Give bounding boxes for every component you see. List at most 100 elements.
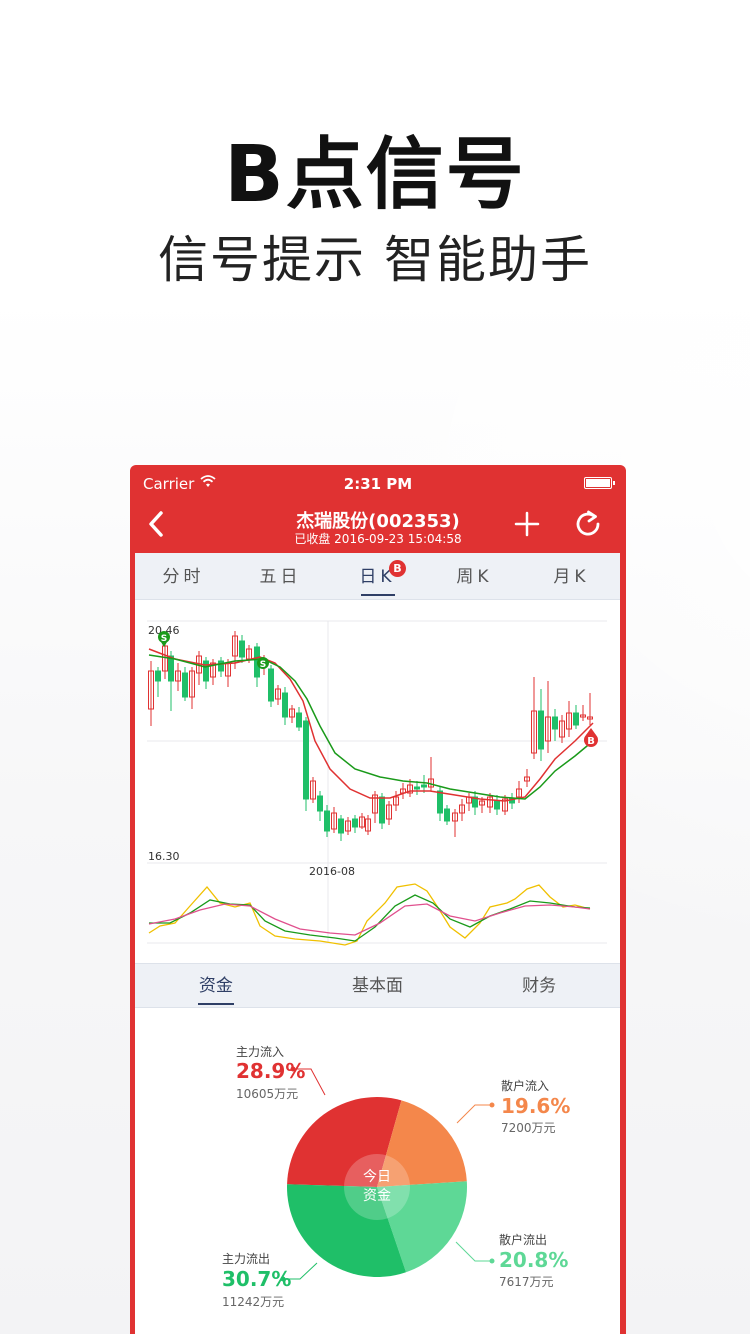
candle-body <box>352 818 358 828</box>
candle-body <box>155 670 161 682</box>
candle-body <box>545 716 551 742</box>
candle-body <box>552 716 558 730</box>
candle-body <box>338 818 344 834</box>
pie-center-line2: 资金 <box>363 1188 391 1204</box>
pie-slices <box>287 1097 467 1277</box>
buy-signal[interactable]: B <box>584 728 598 747</box>
candle-body <box>324 810 330 832</box>
hero-subtitle: 信号提示 智能助手 <box>158 231 592 289</box>
carrier-label: Carrier <box>143 475 195 493</box>
candle-body <box>210 662 216 678</box>
hero-title: B点信号 <box>224 130 526 220</box>
pie-slice-main-inflow <box>287 1097 402 1187</box>
tab-funds[interactable]: 资金 <box>135 964 297 1007</box>
tab-label: 日K <box>359 567 396 587</box>
candle-body <box>268 668 274 702</box>
candle-body <box>559 720 565 738</box>
candle-body <box>393 796 399 806</box>
candle-body <box>303 720 309 800</box>
candle-body <box>296 712 302 728</box>
candle-body <box>148 670 154 710</box>
main-inflow-amount: 10605万元 <box>236 1087 299 1101</box>
back-icon[interactable] <box>144 509 168 539</box>
sell-signal-1[interactable]: S <box>158 631 170 647</box>
fund-flow-pie: 今日 资金 <box>280 1066 495 1282</box>
candle-body <box>372 794 378 814</box>
candle-body <box>289 708 295 718</box>
candle-body <box>182 672 188 698</box>
tab-daily-k[interactable]: 日K B <box>329 553 426 599</box>
candle-body <box>452 812 458 822</box>
candle-body <box>444 808 450 822</box>
indicator-pink-line <box>148 903 591 936</box>
pie-center-line1: 今日 <box>363 1169 391 1185</box>
sell-signal-label: S <box>161 634 167 644</box>
active-tab-indicator <box>197 1003 234 1005</box>
candle-body <box>282 692 288 718</box>
main-outflow-amount: 11242万元 <box>222 1295 285 1309</box>
status-time: 2:31 PM <box>343 475 413 493</box>
candle-body <box>516 788 522 798</box>
main-inflow-title: 主力流入 <box>236 1045 285 1059</box>
main-outflow-title: 主力流出 <box>222 1252 271 1266</box>
tab-label: 基本面 <box>352 976 403 996</box>
indicator-yellow-line <box>148 883 591 946</box>
retail-outflow-title: 散户流出 <box>499 1233 548 1247</box>
candle-body <box>479 800 485 806</box>
candle-body <box>365 818 371 832</box>
ma-red-line <box>148 648 594 802</box>
tab-label: 月K <box>553 567 590 587</box>
tab-five-day[interactable]: 五日 <box>232 553 329 599</box>
chart-grid <box>147 620 607 944</box>
retail-inflow-pct: 19.6% <box>501 1094 571 1118</box>
pie-slice-main-outflow <box>287 1184 407 1277</box>
status-bar: Carrier 2:31 PM <box>130 465 626 501</box>
kline-chart[interactable]: 20.46 16.30 2016-08 S S <box>135 601 620 961</box>
add-watchlist-icon[interactable] <box>514 511 540 537</box>
candle-body <box>203 660 209 682</box>
retail-outflow-pct: 20.8% <box>499 1248 569 1272</box>
candle-body <box>538 710 544 750</box>
candle-body <box>386 804 392 820</box>
tab-intraday[interactable]: 分时 <box>135 553 232 599</box>
fund-flow-section: 今日 资金 主力流入 28.9% 10605万元 散户流入 19.6% <box>135 1009 620 1334</box>
candle-body <box>310 780 316 800</box>
price-high-label: 20.46 <box>148 624 180 637</box>
candle-body <box>421 784 427 788</box>
leader-lines <box>280 1066 495 1282</box>
candle-body <box>414 786 420 790</box>
refresh-icon[interactable] <box>574 510 602 538</box>
price-low-label: 16.30 <box>148 850 180 863</box>
candle-body <box>459 804 465 814</box>
retail-inflow-title: 散户流入 <box>501 1079 550 1093</box>
candle-body <box>487 796 493 808</box>
retail-outflow-amount: 7617万元 <box>499 1275 554 1289</box>
main-outflow-pct: 30.7% <box>222 1267 292 1291</box>
sell-signal-label: S <box>260 660 266 670</box>
ma-green-line <box>148 654 594 800</box>
candle-body <box>175 670 181 682</box>
phone-screen: Carrier 2:31 PM 杰瑞股份(002353) 已收盘 2016-09… <box>130 465 626 1334</box>
nav-bar: 杰瑞股份(002353) 已收盘 2016-09-23 15:04:58 <box>130 501 626 553</box>
candle-body <box>407 784 413 794</box>
candle-body <box>317 795 323 812</box>
battery-icon <box>584 477 615 489</box>
buy-signal-label: B <box>587 736 595 747</box>
retail-inflow-amount: 7200万元 <box>501 1121 556 1135</box>
tab-monthly-k[interactable]: 月K <box>523 553 620 599</box>
tab-financials[interactable]: 财务 <box>458 964 620 1007</box>
pie-slice-retail-outflow <box>377 1181 467 1273</box>
market-status: 已收盘 2016-09-23 15:04:58 <box>294 532 462 546</box>
tab-fundamentals[interactable]: 基本面 <box>297 964 459 1007</box>
candle-body <box>189 670 195 698</box>
candle-body <box>232 635 238 657</box>
candle-body <box>472 796 478 808</box>
wifi-icon <box>200 475 216 487</box>
tab-weekly-k[interactable]: 周K <box>426 553 523 599</box>
kline-chart-svg: 20.46 16.30 2016-08 S S <box>147 620 607 946</box>
sell-signal-2[interactable]: S <box>257 657 269 670</box>
candle-body <box>531 710 537 754</box>
candle-body <box>502 798 508 812</box>
date-axis-label: 2016-08 <box>309 865 355 878</box>
indicator-green-line <box>149 894 591 942</box>
